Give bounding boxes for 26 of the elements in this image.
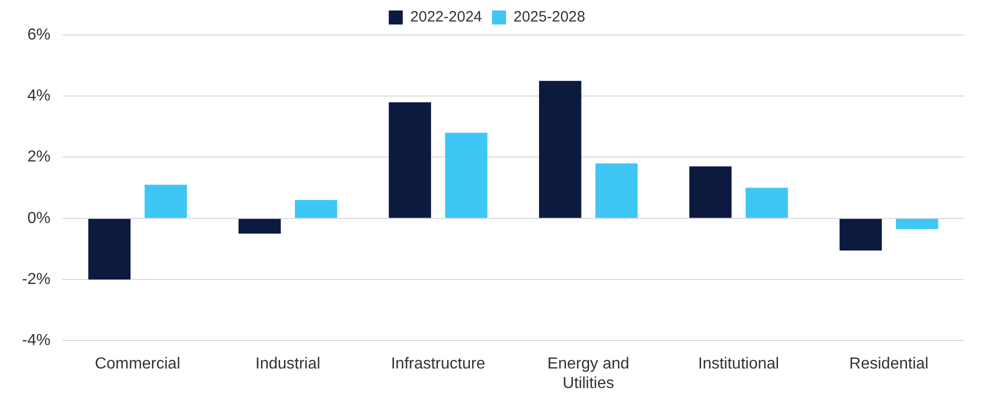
bar xyxy=(595,163,638,218)
x-tick-label: Energy and Utilities xyxy=(547,356,630,392)
bar xyxy=(746,188,788,218)
bar xyxy=(388,102,432,218)
y-tick-label: -2% xyxy=(22,270,50,288)
bar xyxy=(445,132,488,218)
x-tick-label: Industrial xyxy=(255,356,320,373)
bar xyxy=(88,218,131,280)
x-tick-label: Residential xyxy=(849,356,928,373)
y-tick-label: 0% xyxy=(27,210,50,227)
x-tick-label: Commercial xyxy=(94,356,180,373)
bar xyxy=(238,218,281,234)
x-tick-label: Institutional xyxy=(698,356,780,373)
bar xyxy=(840,218,882,250)
bar xyxy=(896,218,938,230)
y-tick-label: -4% xyxy=(22,332,50,350)
y-tick-label: 4% xyxy=(27,88,50,105)
y-tick-label: 2% xyxy=(27,148,50,166)
bar xyxy=(144,184,187,218)
y-tick-label: 6% xyxy=(27,26,50,44)
bar xyxy=(539,80,582,218)
bar xyxy=(294,200,338,218)
legend-label: 2022-2024 xyxy=(410,8,482,26)
legend-label: 2025-2028 xyxy=(514,8,586,26)
bar xyxy=(689,166,732,218)
x-tick-label: Infrastructure xyxy=(390,356,486,373)
